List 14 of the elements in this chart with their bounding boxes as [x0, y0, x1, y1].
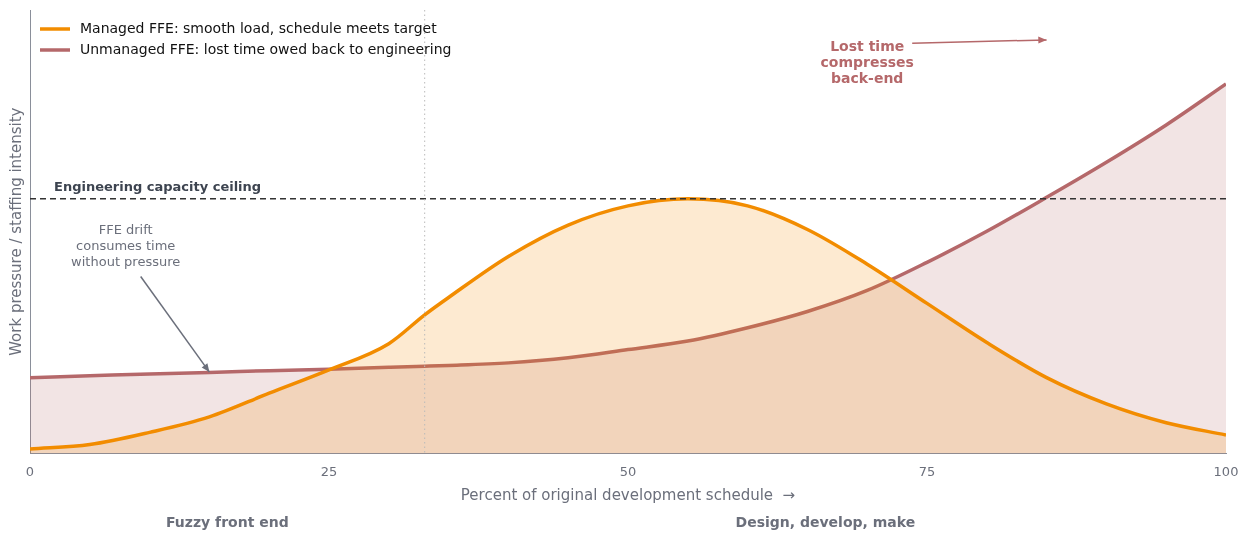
text: Design, develop, make: [735, 513, 916, 530]
annotation: FFE drift consumes time without pressure: [71, 221, 181, 269]
text: Fuzzy front end: [165, 513, 289, 530]
x-tick-label: 100: [1213, 463, 1239, 479]
legend-label: Managed FFE: smooth load, schedule meets target: [80, 19, 438, 36]
x-axis-title: Percent of original development schedule →: [460, 485, 796, 504]
x-tick-label: 0: [25, 463, 35, 479]
x-tick-label: 25: [320, 463, 338, 479]
ref-line-label: Engineering capacity ceiling: [54, 178, 262, 194]
y-axis-title: Work pressure / staffing intensity: [6, 107, 25, 356]
x-tick-label: 75: [918, 463, 936, 479]
legend-label: Unmanaged FFE: lost time owed back to engineering: [80, 40, 452, 57]
x-tick-label: 50: [619, 463, 637, 479]
annotation: Lost time compresses back-end: [820, 37, 914, 86]
